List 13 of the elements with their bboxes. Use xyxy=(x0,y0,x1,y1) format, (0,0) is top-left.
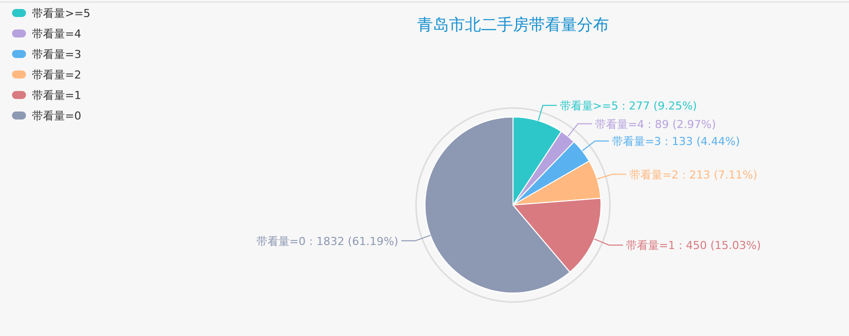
legend-label: 带看量=2 xyxy=(32,68,82,82)
category-label: 带看量=4 : 89 (2.97%) xyxy=(594,118,716,131)
legend-label: 带看量=4 xyxy=(32,28,82,40)
category-label: 带看量=1 : 450 (15.03%) xyxy=(626,239,761,252)
category-label: 带看量>=5 : 277 (9.25%) xyxy=(560,99,697,112)
text: 青岛市北二手房带看量分布 xyxy=(417,15,609,34)
category-label: 带看量=2 : 213 (7.11%) xyxy=(629,168,758,182)
legend-label: 带看量=3 xyxy=(32,48,82,61)
legend-label: 带看量=1 xyxy=(32,89,82,102)
category-label: 带看量=0 : 1832 (61.19%) xyxy=(256,234,398,248)
legend-label: 带看量>=5 xyxy=(32,7,90,20)
legend-label: 带看量=0 xyxy=(32,110,82,122)
category-label: 带看量=3 : 133 (4.44%) xyxy=(612,134,740,148)
